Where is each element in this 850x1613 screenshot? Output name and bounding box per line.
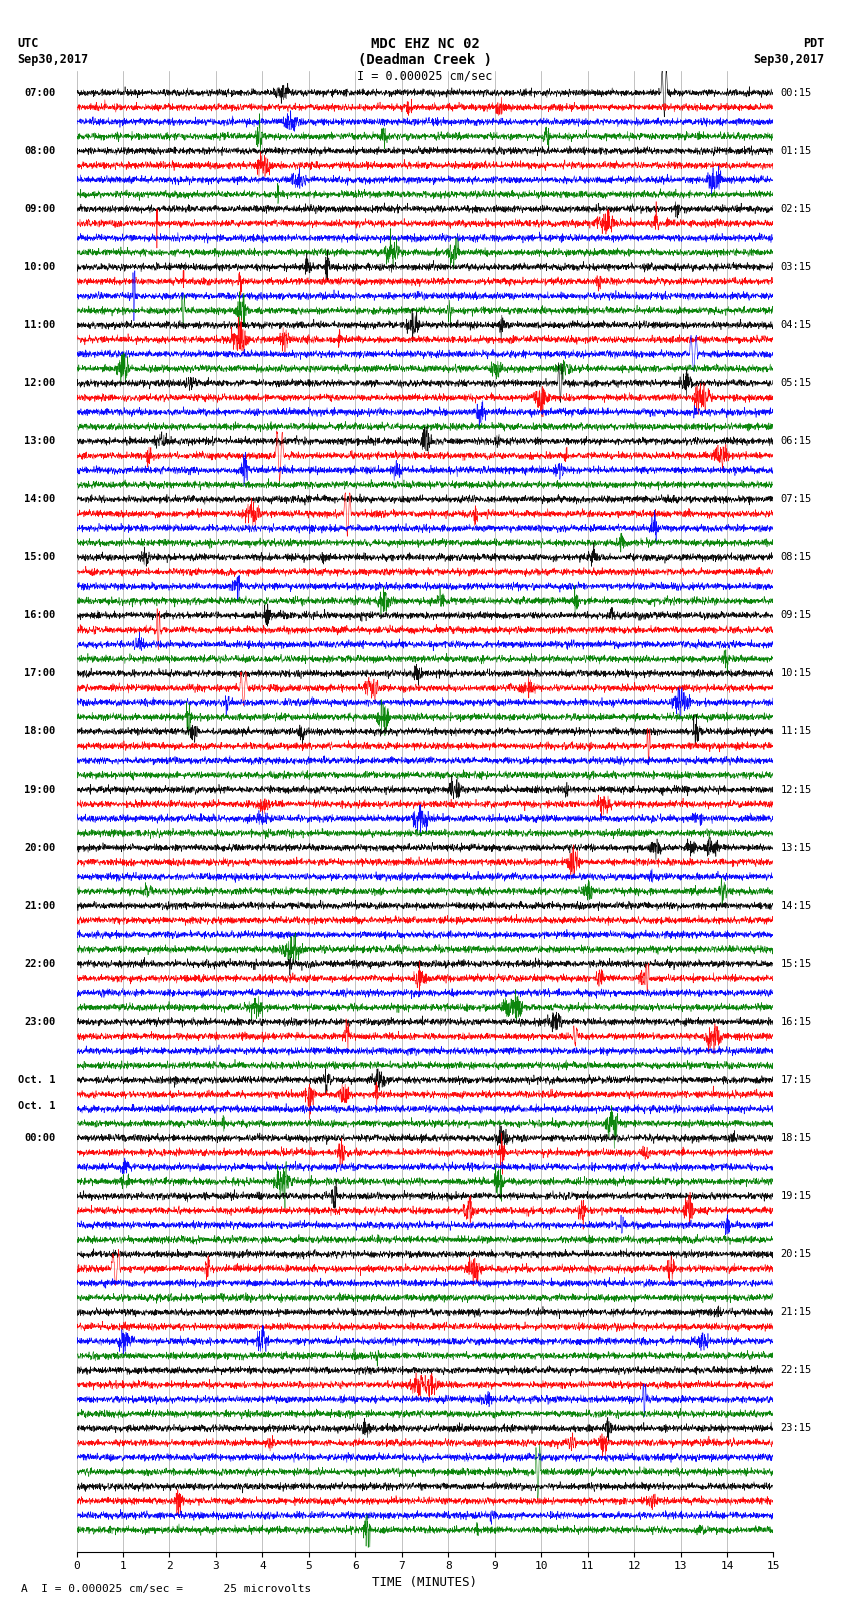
Text: 11:00: 11:00 xyxy=(25,319,55,331)
Text: 20:15: 20:15 xyxy=(780,1248,812,1260)
Text: 12:00: 12:00 xyxy=(25,377,55,389)
Text: 18:00: 18:00 xyxy=(25,726,55,737)
Text: 23:15: 23:15 xyxy=(780,1423,812,1434)
Text: Oct. 1: Oct. 1 xyxy=(18,1074,55,1086)
Text: 12:15: 12:15 xyxy=(780,784,812,795)
Text: 09:15: 09:15 xyxy=(780,610,812,621)
X-axis label: TIME (MINUTES): TIME (MINUTES) xyxy=(372,1576,478,1589)
Text: 00:15: 00:15 xyxy=(780,87,812,98)
Text: 21:15: 21:15 xyxy=(780,1307,812,1318)
Text: UTC: UTC xyxy=(17,37,38,50)
Text: 02:15: 02:15 xyxy=(780,203,812,215)
Text: 08:15: 08:15 xyxy=(780,552,812,563)
Text: 22:15: 22:15 xyxy=(780,1365,812,1376)
Text: 14:15: 14:15 xyxy=(780,900,812,911)
Text: Sep30,2017: Sep30,2017 xyxy=(753,53,824,66)
Text: 20:00: 20:00 xyxy=(25,842,55,853)
Text: Oct. 1: Oct. 1 xyxy=(18,1102,55,1111)
Text: 23:00: 23:00 xyxy=(25,1016,55,1027)
Text: 09:00: 09:00 xyxy=(25,203,55,215)
Text: 17:00: 17:00 xyxy=(25,668,55,679)
Text: 08:00: 08:00 xyxy=(25,145,55,156)
Text: 16:15: 16:15 xyxy=(780,1016,812,1027)
Text: Sep30,2017: Sep30,2017 xyxy=(17,53,88,66)
Text: 22:00: 22:00 xyxy=(25,958,55,969)
Text: 01:15: 01:15 xyxy=(780,145,812,156)
Text: 17:15: 17:15 xyxy=(780,1074,812,1086)
Text: 03:15: 03:15 xyxy=(780,261,812,273)
Text: 06:15: 06:15 xyxy=(780,436,812,447)
Text: 13:15: 13:15 xyxy=(780,842,812,853)
Text: 07:00: 07:00 xyxy=(25,87,55,98)
Text: 15:00: 15:00 xyxy=(25,552,55,563)
Text: 04:15: 04:15 xyxy=(780,319,812,331)
Text: 10:00: 10:00 xyxy=(25,261,55,273)
Text: 16:00: 16:00 xyxy=(25,610,55,621)
Text: (Deadman Creek ): (Deadman Creek ) xyxy=(358,53,492,68)
Text: A  I = 0.000025 cm/sec =      25 microvolts: A I = 0.000025 cm/sec = 25 microvolts xyxy=(21,1584,311,1594)
Text: 00:00: 00:00 xyxy=(25,1132,55,1144)
Text: 19:00: 19:00 xyxy=(25,784,55,795)
Text: 15:15: 15:15 xyxy=(780,958,812,969)
Text: MDC EHZ NC 02: MDC EHZ NC 02 xyxy=(371,37,479,52)
Text: I = 0.000025 cm/sec: I = 0.000025 cm/sec xyxy=(357,69,493,82)
Text: 05:15: 05:15 xyxy=(780,377,812,389)
Text: 11:15: 11:15 xyxy=(780,726,812,737)
Text: 14:00: 14:00 xyxy=(25,494,55,505)
Text: 18:15: 18:15 xyxy=(780,1132,812,1144)
Text: 07:15: 07:15 xyxy=(780,494,812,505)
Text: 21:00: 21:00 xyxy=(25,900,55,911)
Text: 13:00: 13:00 xyxy=(25,436,55,447)
Text: PDT: PDT xyxy=(803,37,824,50)
Text: 10:15: 10:15 xyxy=(780,668,812,679)
Text: 19:15: 19:15 xyxy=(780,1190,812,1202)
